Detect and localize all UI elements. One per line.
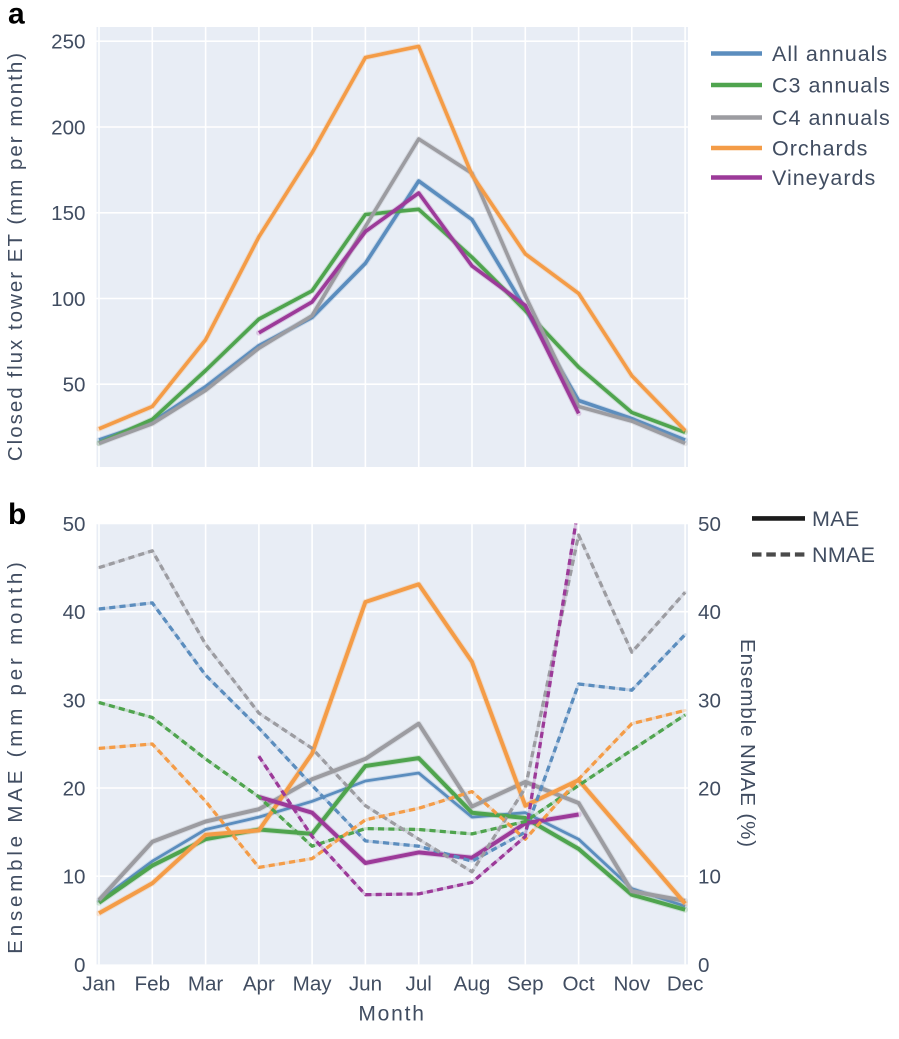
svg-text:30: 30 xyxy=(698,689,721,712)
svg-text:150: 150 xyxy=(51,202,85,225)
svg-text:Oct: Oct xyxy=(563,973,595,996)
svg-text:Month: Month xyxy=(358,1003,425,1026)
svg-text:a: a xyxy=(8,0,25,31)
svg-text:50: 50 xyxy=(63,374,86,397)
svg-text:50: 50 xyxy=(698,513,721,536)
svg-text:250: 250 xyxy=(51,31,85,54)
svg-text:b: b xyxy=(8,498,26,531)
svg-text:May: May xyxy=(293,973,333,996)
svg-text:Jul: Jul xyxy=(406,973,432,996)
svg-text:Apr: Apr xyxy=(243,973,275,996)
svg-text:Vineyards: Vineyards xyxy=(772,166,876,190)
svg-text:C3 annuals: C3 annuals xyxy=(772,74,891,98)
svg-text:30: 30 xyxy=(63,689,86,712)
svg-text:0: 0 xyxy=(74,954,85,977)
svg-text:MAE: MAE xyxy=(812,507,860,531)
svg-text:Orchards: Orchards xyxy=(772,137,868,161)
svg-text:10: 10 xyxy=(63,866,86,889)
svg-text:200: 200 xyxy=(51,116,85,139)
svg-text:20: 20 xyxy=(63,777,86,800)
svg-text:40: 40 xyxy=(63,601,86,624)
svg-text:Jan: Jan xyxy=(82,973,115,996)
svg-text:Ensemble NMAE (%): Ensemble NMAE (%) xyxy=(736,639,759,848)
svg-text:Ensemble MAE (mm per month): Ensemble MAE (mm per month) xyxy=(4,558,27,953)
svg-text:All annuals: All annuals xyxy=(772,42,888,66)
svg-text:Nov: Nov xyxy=(614,973,651,996)
svg-text:Aug: Aug xyxy=(454,973,491,996)
svg-text:20: 20 xyxy=(698,777,721,800)
svg-text:Feb: Feb xyxy=(135,973,171,996)
svg-text:10: 10 xyxy=(698,866,721,889)
svg-text:NMAE: NMAE xyxy=(812,543,875,567)
svg-text:Jun: Jun xyxy=(349,973,382,996)
svg-text:Sep: Sep xyxy=(507,973,544,996)
svg-text:C4 annuals: C4 annuals xyxy=(772,106,891,130)
svg-text:0: 0 xyxy=(698,954,709,977)
svg-text:Mar: Mar xyxy=(188,973,224,996)
svg-text:100: 100 xyxy=(51,288,85,311)
svg-text:50: 50 xyxy=(63,513,86,536)
svg-text:Dec: Dec xyxy=(667,973,704,996)
svg-text:Closed flux tower ET (mm per m: Closed flux tower ET (mm per month) xyxy=(4,51,27,461)
svg-text:40: 40 xyxy=(698,601,721,624)
